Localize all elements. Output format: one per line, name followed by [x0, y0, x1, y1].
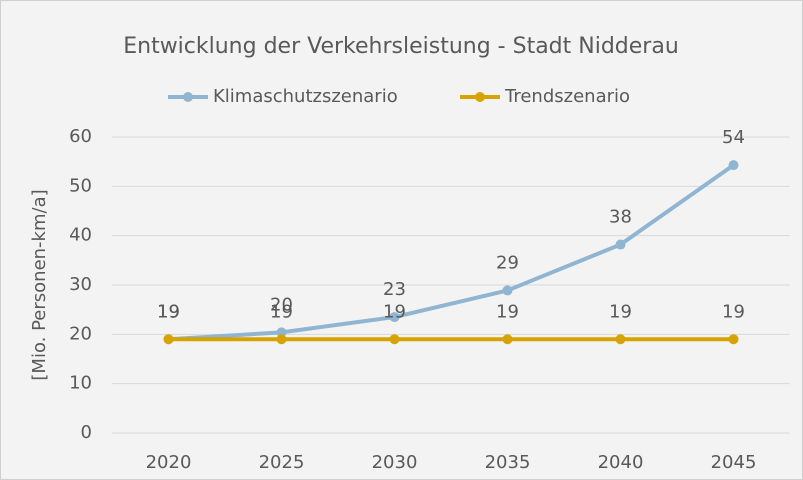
data-label: 19	[157, 301, 180, 322]
x-tick-label: 2045	[711, 452, 757, 473]
y-tick-label: 50	[69, 175, 92, 196]
data-point	[502, 285, 513, 296]
data-point	[615, 239, 626, 250]
legend-marker	[183, 92, 193, 102]
x-tick-label: 2040	[598, 452, 644, 473]
data-label: 29	[496, 252, 519, 273]
y-tick-label: 10	[69, 373, 92, 394]
legend-label: Klimaschutzszenario	[213, 86, 398, 107]
legend-marker	[475, 92, 485, 102]
data-point	[728, 160, 739, 171]
data-label: 38	[609, 207, 632, 228]
data-point	[276, 334, 287, 345]
x-tick-label: 2030	[372, 452, 418, 473]
legend-label: Trendszenario	[504, 86, 630, 107]
data-label: 19	[270, 301, 293, 322]
y-tick-label: 0	[81, 422, 92, 443]
data-point	[502, 334, 513, 345]
x-tick-label: 2025	[259, 452, 305, 473]
data-label: 19	[722, 301, 745, 322]
y-tick-label: 30	[69, 274, 92, 295]
y-tick-label: 40	[69, 225, 92, 246]
data-point	[728, 334, 739, 345]
data-label: 23	[383, 279, 406, 300]
data-point	[276, 327, 287, 338]
data-label: 19	[496, 301, 519, 322]
data-label: 19	[383, 301, 406, 322]
data-label: 19	[157, 301, 180, 322]
data-label: 54	[722, 127, 745, 148]
chart-title: Entwicklung der Verkehrsleistung - Stadt…	[123, 34, 679, 59]
data-point	[389, 334, 400, 345]
y-tick-label: 60	[69, 126, 92, 147]
x-tick-label: 2020	[146, 452, 192, 473]
x-tick-label: 2035	[485, 452, 531, 473]
data-point	[163, 334, 174, 345]
data-point	[389, 312, 400, 323]
series-line	[168, 163, 735, 342]
data-point	[615, 334, 626, 345]
y-tick-label: 20	[69, 323, 92, 344]
data-label: 20	[270, 294, 293, 315]
data-label: 19	[609, 301, 632, 322]
y-axis-label: [Mio. Personen-km/a]	[29, 189, 50, 380]
